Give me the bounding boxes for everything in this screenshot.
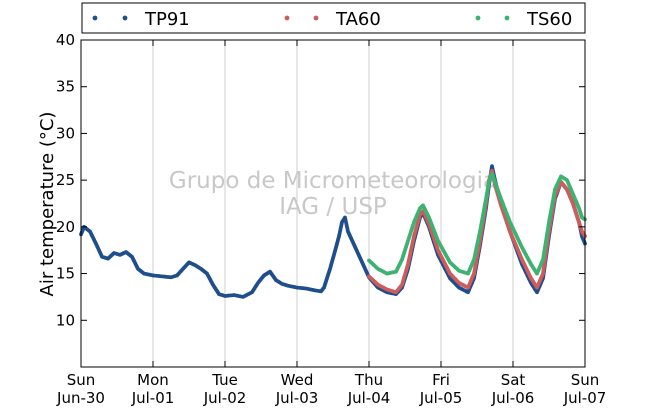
- x-tick-label-day: Tue: [211, 371, 238, 389]
- x-tick-label-date: Jul-03: [275, 389, 319, 407]
- legend-label: TA60: [335, 9, 381, 30]
- x-tick-label-date: Jul-07: [563, 389, 607, 407]
- legend-entry-ts60: TS60: [475, 9, 572, 30]
- x-tick-label-date: Jul-05: [419, 389, 463, 407]
- x-tick-label-day: Fri: [432, 371, 450, 389]
- y-tick-label: 20: [56, 218, 75, 236]
- legend-marker: [504, 15, 510, 21]
- x-tick-label-day: Thu: [354, 371, 383, 389]
- x-tick-label-day: Sun: [571, 371, 600, 389]
- y-tick-label: 25: [56, 171, 75, 189]
- legend-marker: [284, 15, 290, 21]
- x-tick-label-date: Jul-01: [131, 389, 175, 407]
- x-tick-label-day: Sat: [501, 371, 526, 389]
- x-tick-label-date: Jun-30: [56, 389, 105, 407]
- legend-marker: [475, 15, 481, 21]
- y-tick-label: 30: [56, 124, 75, 142]
- legend-entry-ta60: TA60: [284, 9, 381, 30]
- watermark-line-1: Grupo de Micrometeorologia: [169, 168, 497, 194]
- y-tick-label: 35: [56, 78, 75, 96]
- y-tick-label: 40: [56, 31, 75, 49]
- legend-box: [81, 2, 586, 34]
- y-tick-label: 10: [56, 311, 75, 329]
- x-tick-label-day: Sun: [67, 371, 96, 389]
- legend-entry-tp91: TP91: [92, 9, 190, 30]
- legend: TP91 TA60 TS60: [81, 2, 586, 34]
- plot-frame: [80, 39, 586, 368]
- legend-label: TP91: [144, 9, 190, 30]
- y-axis-label: Air temperature (°C): [37, 112, 58, 297]
- legend-marker: [313, 15, 319, 21]
- series-ts60: [367, 171, 587, 276]
- x-tick-label-date: Jul-02: [203, 389, 247, 407]
- y-tick-label: 15: [56, 265, 75, 283]
- x-tick-label-date: Jul-06: [491, 389, 535, 407]
- legend-label: TS60: [526, 9, 572, 30]
- legend-marker: [122, 15, 128, 21]
- legend-marker: [92, 15, 98, 21]
- x-tick-label-date: Jul-04: [347, 389, 391, 407]
- x-tick-label-day: Wed: [281, 371, 314, 389]
- x-tick-label-day: Mon: [137, 371, 169, 389]
- watermark-line-2: IAG / USP: [279, 194, 387, 220]
